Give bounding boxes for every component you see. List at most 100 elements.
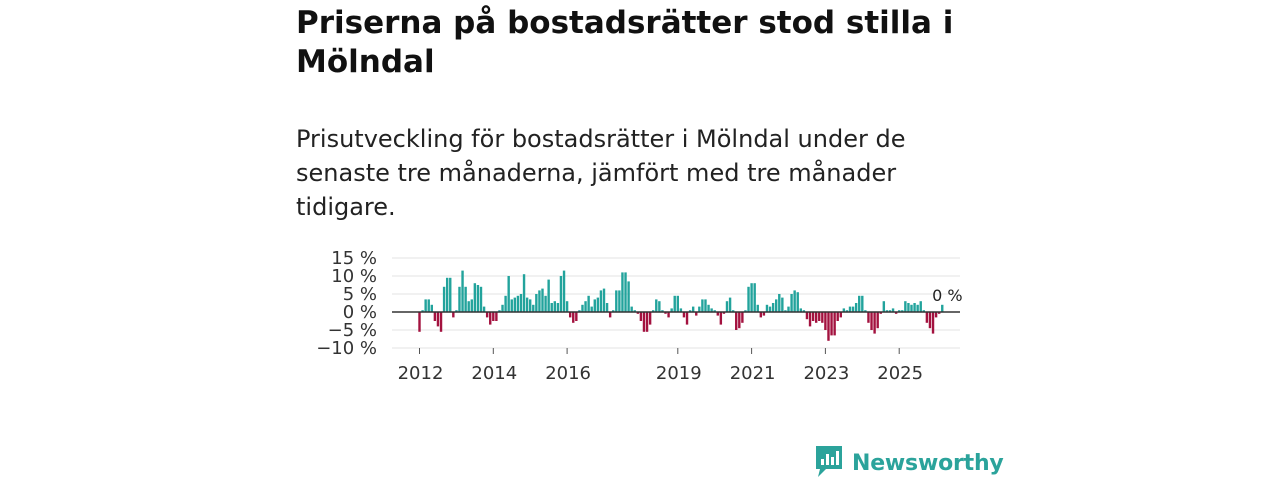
x-tick-label: 2021 [730,363,776,384]
bar [593,299,596,312]
bar [725,301,729,312]
brand-logo: Newsworthy [814,444,1004,482]
bar [507,276,510,312]
bar [547,279,550,312]
bar [485,312,489,318]
bar [455,310,458,312]
bar [882,301,886,312]
y-tick-label: −5 % [328,320,377,341]
bar [449,277,452,312]
bar [636,312,640,314]
bar [818,312,821,321]
page-subtitle: Prisutveckling för bostadsrätter i Mölnd… [296,125,906,221]
bar [768,306,772,312]
bar [753,283,756,312]
bar [710,308,713,312]
bar [612,310,615,312]
bar [421,310,424,312]
bar [664,312,667,314]
bar [559,276,563,312]
bar [639,312,643,321]
bar [489,312,492,325]
bar [698,306,701,312]
bar [741,312,744,323]
bar [427,299,430,312]
bar [695,312,698,316]
bar [839,312,842,318]
bar [808,312,812,327]
y-tick-label: −10 % [316,338,377,359]
bar [728,297,732,312]
x-axis: 2012 2014 2016 2019 2021 2023 2025 [398,348,923,384]
bar [937,312,941,314]
bar [934,312,938,318]
bar [661,310,664,312]
bar [854,303,858,312]
x-tick-label: 2025 [877,363,923,384]
bar [833,312,836,336]
bar [830,312,833,336]
bar [891,308,895,312]
bar [578,310,581,312]
bar [525,297,529,312]
page-title: Priserna på bostadsrätter stod stilla i … [296,5,954,80]
bar [418,312,421,332]
bar [765,304,769,312]
bar [445,277,449,312]
bar [858,295,861,312]
bar [771,303,775,312]
y-tick-label: 0 % [343,302,377,323]
bar [781,297,784,312]
bar [442,286,446,312]
bar [532,304,535,312]
bar [621,272,624,312]
bar [879,312,882,314]
bar [550,303,553,312]
y-tick-label: 5 % [343,284,377,305]
bar [581,304,584,312]
bar [584,301,587,312]
bar [747,286,750,312]
x-tick-label: 2023 [803,363,849,384]
bar [495,312,498,321]
bar [873,312,876,334]
bar [824,312,827,330]
bar [608,312,612,318]
bar [535,294,538,312]
grid-layer [392,257,960,349]
bar [458,286,461,312]
bar [670,308,673,312]
bar [885,310,889,312]
last-value-annotation: 0 % [932,286,962,305]
bar [876,312,879,329]
bar [845,310,849,312]
bar [452,312,455,318]
bar [479,286,483,312]
bar [805,312,809,320]
bar [519,294,523,312]
bar [572,312,575,323]
bar [565,301,569,312]
bar [618,290,621,312]
bar [587,295,590,312]
bar [553,301,556,312]
x-tick-label: 2019 [656,363,702,384]
bar [516,295,520,312]
bar [738,312,741,329]
bar [633,310,636,312]
bar [814,312,818,323]
bar [888,310,892,312]
bar [470,299,473,312]
bar [704,299,707,312]
bar [504,295,507,312]
bar [562,270,566,312]
bar [827,312,830,341]
bar [750,283,753,312]
bar [682,312,686,318]
bar [716,312,719,316]
bar [925,312,929,323]
bar [667,312,670,318]
bar [867,312,870,323]
bar [501,304,504,312]
bar [916,304,919,312]
